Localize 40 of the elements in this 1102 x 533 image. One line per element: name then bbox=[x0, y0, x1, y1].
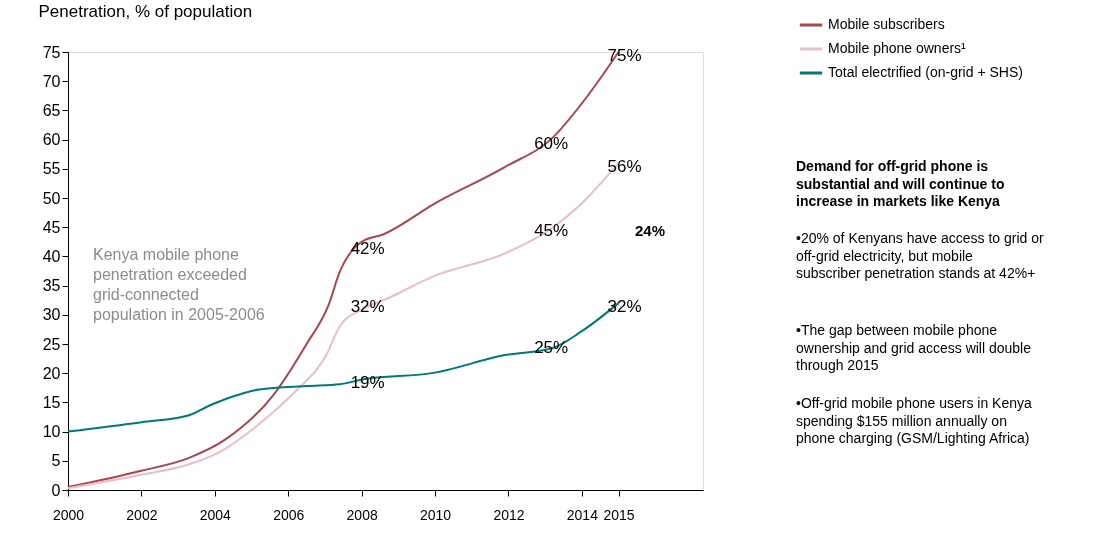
annotation: 24% bbox=[634, 222, 666, 239]
y-tick-label: 0 bbox=[51, 481, 61, 499]
y-tick-label: 5 bbox=[51, 452, 61, 470]
legend-label: Mobile subscribers bbox=[828, 16, 945, 32]
text: •Off-grid mobile phone users in Kenya spending $155 million annually on phone charging (GSM/Lighting Africa) bbox=[796, 395, 1032, 446]
annotation: 32% bbox=[350, 297, 385, 317]
x-tick-label: 2015 bbox=[603, 506, 635, 523]
x-tick-label: 2004 bbox=[199, 506, 232, 523]
y-tick-label: 65 bbox=[42, 101, 61, 119]
y-tick-label: 10 bbox=[42, 423, 61, 441]
annotation: 42% bbox=[350, 238, 385, 258]
text: Demand for off-grid phone is substantial and will continue to increase in markets like Kenya bbox=[796, 158, 1005, 209]
y-tick-label: 40 bbox=[42, 247, 61, 265]
y-tick-label: 75 bbox=[42, 43, 61, 61]
y-tick-label: 20 bbox=[42, 364, 61, 382]
y-tick-label: 55 bbox=[42, 160, 61, 178]
y-axis-title: Penetration, % of population bbox=[38, 1, 253, 21]
x-tick-label: 2010 bbox=[419, 506, 452, 523]
x-tick-label: 2006 bbox=[273, 506, 305, 523]
legend-label: Mobile phone owners¹ bbox=[828, 40, 967, 56]
y-tick-label: 50 bbox=[42, 189, 61, 207]
y-tick-label: 25 bbox=[42, 335, 61, 353]
y-tick-label: 30 bbox=[42, 306, 61, 324]
y-tick-label: 15 bbox=[42, 393, 61, 411]
annotation: 45% bbox=[534, 221, 569, 241]
x-tick-label: 2008 bbox=[346, 506, 378, 523]
y-tick-label: 70 bbox=[42, 72, 61, 90]
annotation: 19% bbox=[350, 373, 385, 393]
y-tick-label: 45 bbox=[42, 218, 61, 236]
x-tick-label: 2000 bbox=[52, 506, 85, 523]
y-tick-label: 35 bbox=[42, 277, 61, 295]
annotation: 56% bbox=[607, 156, 642, 176]
x-tick-label: 2002 bbox=[126, 506, 158, 523]
annotation: Kenya mobile phone penetration exceeded grid-connected population in 2005-2006 bbox=[93, 246, 265, 323]
y-tick-label: 60 bbox=[42, 131, 61, 149]
legend-label: Total electrified (on-grid + SHS) bbox=[828, 64, 1023, 80]
text: •20% of Kenyans have access to grid or off-grid electricity, but mobile subscriber penetration stands at 42%+ bbox=[796, 230, 1045, 281]
x-tick-label: 2014 bbox=[566, 506, 599, 523]
x-tick-label: 2012 bbox=[493, 506, 525, 523]
text: •The gap between mobile phone ownership and grid access will double through 2015 bbox=[796, 322, 1032, 373]
